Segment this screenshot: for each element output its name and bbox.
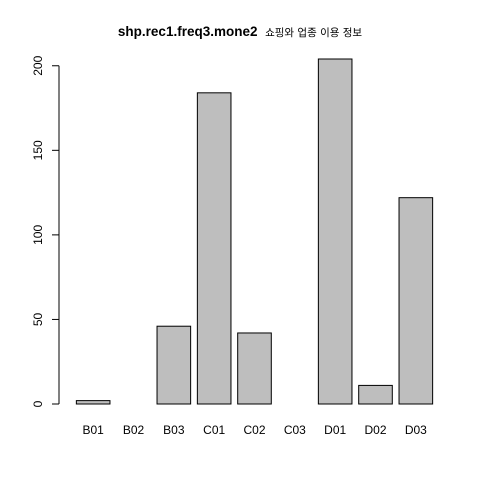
x-tick-label-D01: D01 — [324, 423, 346, 437]
bar-C01 — [196, 92, 232, 405]
y-tick-label-200: 200 — [31, 55, 45, 75]
bar-B01 — [75, 400, 111, 405]
x-tick-label-D03: D03 — [405, 423, 427, 437]
chart-subtitle: 쇼핑와 업종 이용 정보 — [265, 27, 363, 39]
chart-title-block: shp.rec1.freq3.mone2 쇼핑와 업종 이용 정보 — [0, 24, 480, 40]
x-tick-label-C02: C02 — [243, 423, 265, 437]
x-tick-label-B02: B02 — [123, 423, 145, 437]
x-tick-label-C01: C01 — [203, 423, 225, 437]
bar-C02 — [237, 332, 272, 405]
bar-B03 — [156, 325, 192, 405]
x-tick-label-B01: B01 — [82, 423, 104, 437]
y-tick-label-150: 150 — [31, 140, 45, 160]
chart-title: shp.rec1.freq3.mone2 — [117, 24, 258, 39]
x-tick-label-C03: C03 — [284, 423, 306, 437]
x-tick-label-B03: B03 — [163, 423, 185, 437]
y-tick-label-100: 100 — [31, 225, 45, 245]
bar-D01 — [317, 58, 353, 405]
y-tick-label-50: 50 — [31, 312, 45, 326]
bar-D03 — [398, 197, 434, 405]
y-tick-label-0: 0 — [31, 400, 45, 407]
x-tick-label-D02: D02 — [364, 423, 386, 437]
bar-D02 — [358, 384, 393, 405]
